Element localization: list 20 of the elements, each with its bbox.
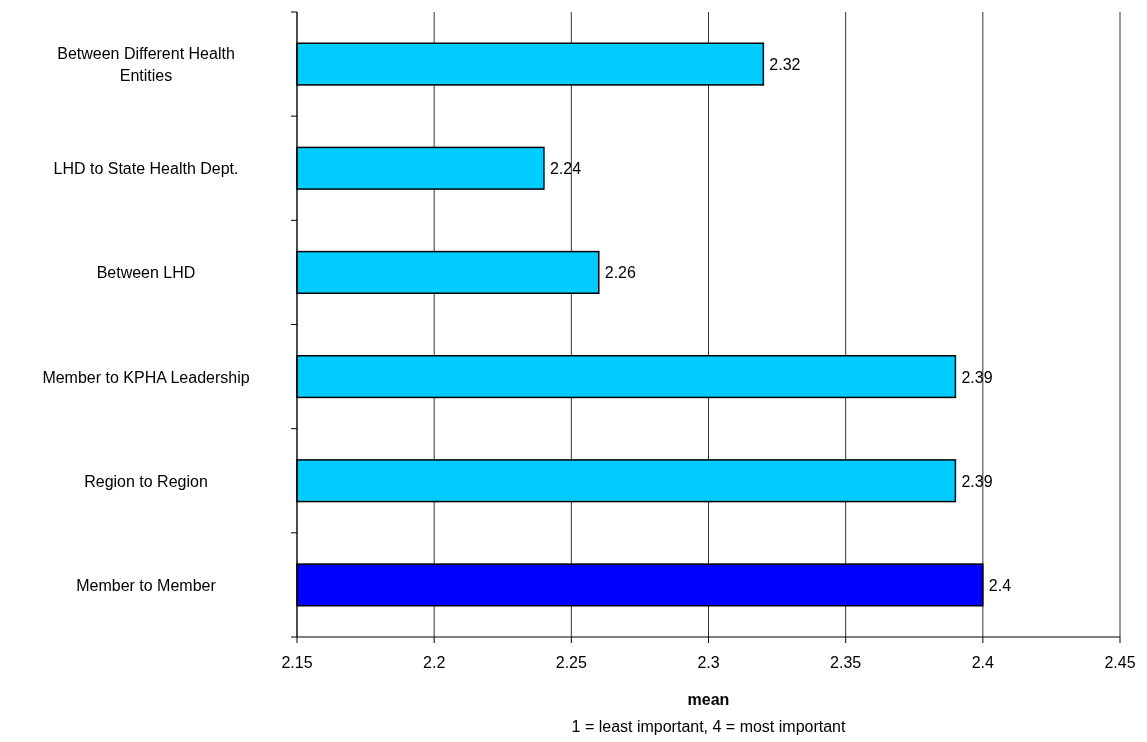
y-tick-label: Member to Member (76, 576, 217, 594)
y-tick-label: Between Different Health Entities (57, 45, 235, 85)
x-tick-label: 2.2 (423, 654, 446, 671)
x-tick-label: 2.4 (971, 654, 995, 671)
x-tick-label: 2.45 (1104, 654, 1136, 671)
x-tick-label: 2.3 (697, 654, 720, 671)
x-axis-title: mean (687, 691, 730, 708)
data-label: 2.39 (961, 472, 993, 490)
y-tick-label: LHD to State Health Dept. (53, 160, 239, 178)
data-label: 2.26 (604, 264, 637, 282)
data-label: 2.32 (769, 56, 801, 74)
y-tick-label: Region to Region (84, 472, 208, 490)
data-label: 2.4 (988, 576, 1012, 594)
text: 1 = least important, 4 = most important (571, 718, 847, 735)
y-tick-label: Member to KPHA Leadership (42, 368, 250, 386)
x-tick-label: 2.25 (555, 654, 588, 671)
data-label: 2.39 (961, 368, 993, 386)
x-tick-label: 2.15 (281, 654, 313, 671)
y-tick-label: Between LHD (96, 264, 196, 282)
x-tick-label: 2.35 (830, 654, 862, 671)
